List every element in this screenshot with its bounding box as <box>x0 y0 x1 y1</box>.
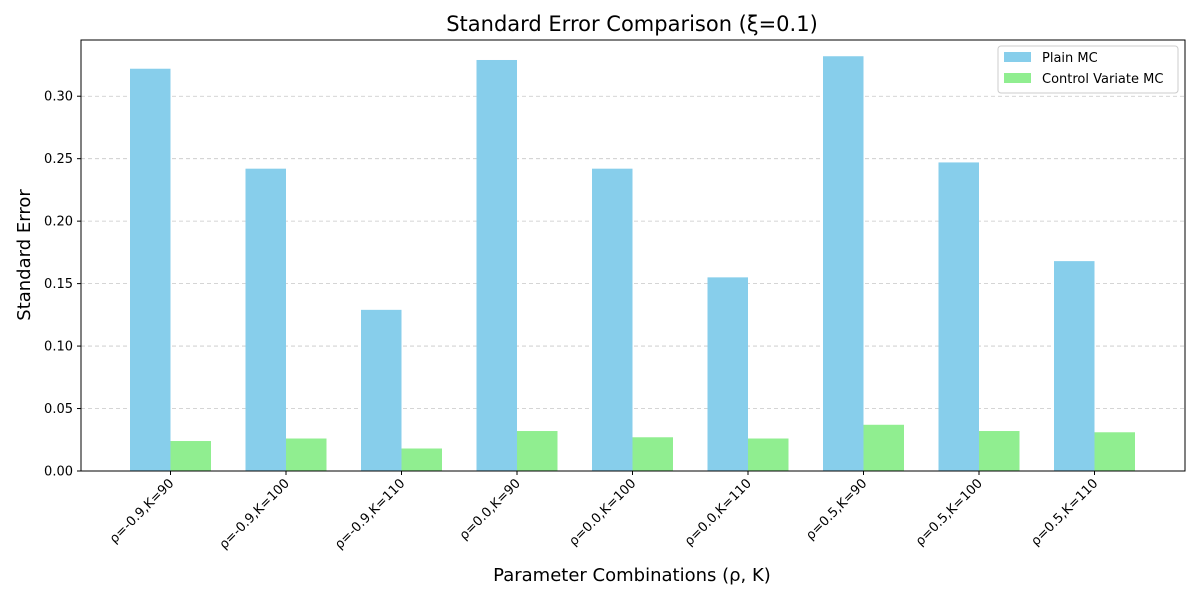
y-tick-label: 0.30 <box>44 90 73 105</box>
x-tick-label: ρ=-0.9,K=110 <box>332 476 408 552</box>
y-axis-ticks: 0.00 0.05 0.10 0.15 0.20 0.25 0.30 <box>44 90 81 480</box>
y-tick-label: 0.25 <box>44 152 73 167</box>
x-tick-label: ρ=0.0,K=90 <box>457 476 524 543</box>
y-tick-label: 0.15 <box>44 277 73 292</box>
bar-plain-mc <box>245 168 286 472</box>
y-tick-label: 0.20 <box>44 215 73 230</box>
chart-title: Standard Error Comparison (ξ=0.1) <box>446 12 818 36</box>
bar-plain-mc <box>130 68 171 471</box>
legend-swatch <box>1004 52 1031 62</box>
bar-plain-mc <box>361 309 402 471</box>
bar-control-variate-mc <box>401 448 442 471</box>
legend-swatch <box>1004 73 1031 83</box>
bar-control-variate-mc <box>517 431 558 471</box>
x-axis-title: Parameter Combinations (ρ, K) <box>493 565 771 586</box>
bar-control-variate-mc <box>1094 432 1135 471</box>
x-tick-label: ρ=0.5,K=110 <box>1028 476 1101 549</box>
y-tick-label: 0.05 <box>44 402 73 417</box>
x-axis-ticks: ρ=-0.9,K=90 ρ=-0.9,K=100 ρ=-0.9,K=110 ρ=0.0… <box>107 471 1101 553</box>
bar-control-variate-mc <box>170 441 211 471</box>
legend: Plain MC Control Variate MC <box>997 45 1179 94</box>
x-tick-label: ρ=0.0,K=110 <box>682 476 755 549</box>
bar-control-variate-mc <box>748 438 789 471</box>
x-tick-label: ρ=0.5,K=100 <box>913 476 986 549</box>
x-tick-label: ρ=0.0,K=100 <box>566 476 639 549</box>
x-tick-label: ρ=-0.9,K=100 <box>217 476 293 552</box>
bar-plain-mc <box>707 277 748 471</box>
legend-label: Plain MC <box>1042 51 1098 66</box>
bar-plain-mc <box>823 56 864 472</box>
bar-plain-mc <box>1054 261 1095 471</box>
bar-control-variate-mc <box>979 431 1020 471</box>
legend-label: Control Variate MC <box>1042 72 1163 87</box>
bar-plain-mc <box>938 162 979 471</box>
bar-control-variate-mc <box>863 424 904 471</box>
y-axis-title: Standard Error <box>14 189 35 321</box>
bar-control-variate-mc <box>632 437 673 471</box>
x-tick-label: ρ=0.5,K=90 <box>803 476 870 543</box>
bar-plain-mc <box>592 168 633 472</box>
bar-control-variate-mc <box>286 438 327 471</box>
x-tick-label: ρ=-0.9,K=90 <box>107 476 177 546</box>
bar-plain-mc <box>476 59 517 472</box>
bars <box>130 56 1135 472</box>
y-tick-label: 0.10 <box>44 340 73 355</box>
y-tick-label: 0.00 <box>44 465 73 480</box>
legend-box <box>997 45 1179 94</box>
